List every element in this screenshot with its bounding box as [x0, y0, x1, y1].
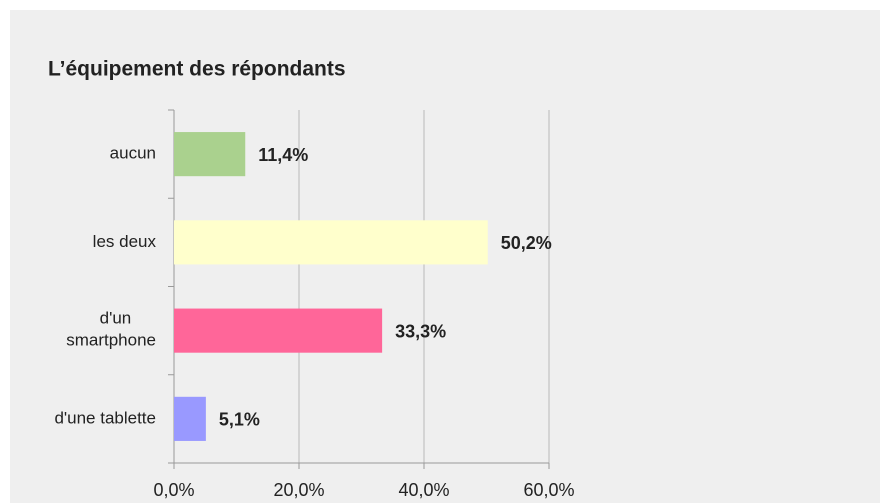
x-tick-label: 0,0% — [153, 480, 194, 500]
x-tick-label: 40,0% — [398, 480, 449, 500]
bar — [174, 396, 206, 441]
x-tick-label: 60,0% — [523, 480, 574, 500]
value-label: 11,4% — [258, 145, 308, 165]
y-tick-label-line: smartphone — [66, 331, 156, 350]
value-label: 50,2% — [501, 233, 552, 253]
bar — [174, 308, 383, 353]
bar — [174, 132, 246, 177]
y-tick-label: aucun — [110, 144, 156, 163]
value-label: 33,3% — [395, 321, 446, 341]
y-tick-label: les deux — [93, 232, 157, 251]
y-tick-label: d'un smartphone — [66, 309, 156, 350]
y-tick-label: d'une tablette — [54, 408, 156, 427]
x-tick-label: 20,0% — [273, 480, 324, 500]
chart-title: L’équipement des répondants — [48, 58, 346, 81]
y-tick-label-line: d'un — [100, 309, 136, 328]
bar — [174, 220, 488, 265]
value-label: 5,1% — [219, 410, 260, 430]
